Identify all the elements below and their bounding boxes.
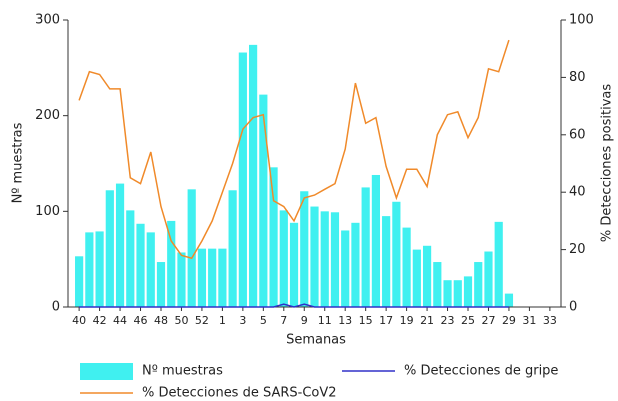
x-tick-label: 48	[154, 314, 168, 327]
bar	[433, 262, 442, 307]
bar	[443, 280, 452, 307]
bar	[156, 262, 166, 307]
x-tick-label: 17	[379, 314, 393, 327]
legend-swatch	[80, 363, 133, 380]
x-tick-label: 50	[174, 314, 188, 327]
x-tick-label: 13	[338, 314, 352, 327]
bar	[320, 211, 329, 307]
y-tick-label: 0	[52, 300, 60, 315]
bar	[453, 280, 462, 307]
bar	[126, 210, 135, 307]
bar	[136, 223, 145, 307]
legend-label: Nº muestras	[142, 364, 223, 379]
bar	[422, 245, 432, 307]
bar	[412, 249, 421, 307]
x-tick-label: 19	[400, 314, 414, 327]
x-tick-label: 40	[72, 314, 86, 327]
bar	[289, 222, 299, 307]
x-tick-label: 23	[441, 314, 455, 327]
x-axis-label: Semanas	[286, 333, 346, 348]
x-tick-label: 5	[260, 314, 267, 327]
x-tick-label: 31	[522, 314, 536, 327]
y2-tick-label: 40	[569, 185, 586, 200]
y2-tick-label: 0	[569, 300, 577, 315]
legend-label: % Detecciones de gripe	[404, 364, 558, 379]
bar	[249, 44, 258, 308]
bar	[228, 190, 237, 307]
x-tick-label: 11	[318, 314, 332, 327]
legend-label: % Detecciones de SARS-CoV2	[142, 386, 337, 401]
bar	[300, 191, 309, 307]
x-tick-label: 21	[420, 314, 434, 327]
bar	[371, 174, 380, 307]
y-tick-label: 200	[35, 108, 60, 123]
bar	[218, 248, 227, 307]
bar	[167, 220, 176, 307]
y2-tick-label: 60	[569, 127, 586, 142]
bar	[504, 293, 514, 307]
x-tick-label: 29	[502, 314, 516, 327]
x-tick-label: 44	[113, 314, 127, 327]
bar	[208, 248, 217, 307]
x-tick-label: 33	[543, 314, 557, 327]
bar	[330, 212, 340, 307]
y2-tick-label: 80	[569, 70, 586, 85]
bar	[351, 222, 360, 307]
bar	[484, 251, 493, 307]
x-tick-label: 15	[359, 314, 373, 327]
bar	[187, 189, 196, 307]
y2-tick-label: 100	[569, 13, 594, 28]
bar	[341, 230, 350, 307]
bar	[197, 248, 207, 307]
bar	[402, 227, 411, 307]
x-tick-label: 3	[239, 314, 246, 327]
bar	[115, 183, 125, 307]
bar	[474, 262, 483, 307]
bar	[392, 201, 401, 307]
bar	[382, 216, 391, 307]
y-tick-label: 300	[35, 13, 60, 28]
line	[78, 39, 510, 260]
bar	[494, 221, 503, 307]
bar	[105, 190, 114, 307]
bar	[310, 206, 319, 307]
bar	[238, 52, 247, 307]
y2-axis-label: % Detecciones positivas	[600, 84, 615, 243]
y-tick-label: 100	[35, 204, 60, 219]
x-tick-label: 9	[301, 314, 308, 327]
x-tick-label: 42	[93, 314, 107, 327]
bar	[85, 232, 94, 307]
bar	[177, 252, 186, 307]
x-tick-label: 52	[195, 314, 209, 327]
x-tick-label: 46	[134, 314, 148, 327]
bar	[259, 94, 268, 308]
bar	[146, 232, 155, 307]
bar	[95, 231, 104, 307]
line	[79, 303, 509, 308]
y2-tick-label: 20	[569, 242, 586, 257]
bar	[269, 167, 278, 307]
x-tick-label: 7	[280, 314, 287, 327]
y-axis-label: Nº muestras	[11, 122, 26, 203]
bar	[463, 276, 473, 307]
bar	[279, 210, 288, 307]
x-tick-label: 1	[219, 314, 226, 327]
bar	[361, 187, 370, 307]
x-tick-label: 27	[481, 314, 495, 327]
x-tick-label: 25	[461, 314, 475, 327]
bar	[75, 256, 84, 307]
